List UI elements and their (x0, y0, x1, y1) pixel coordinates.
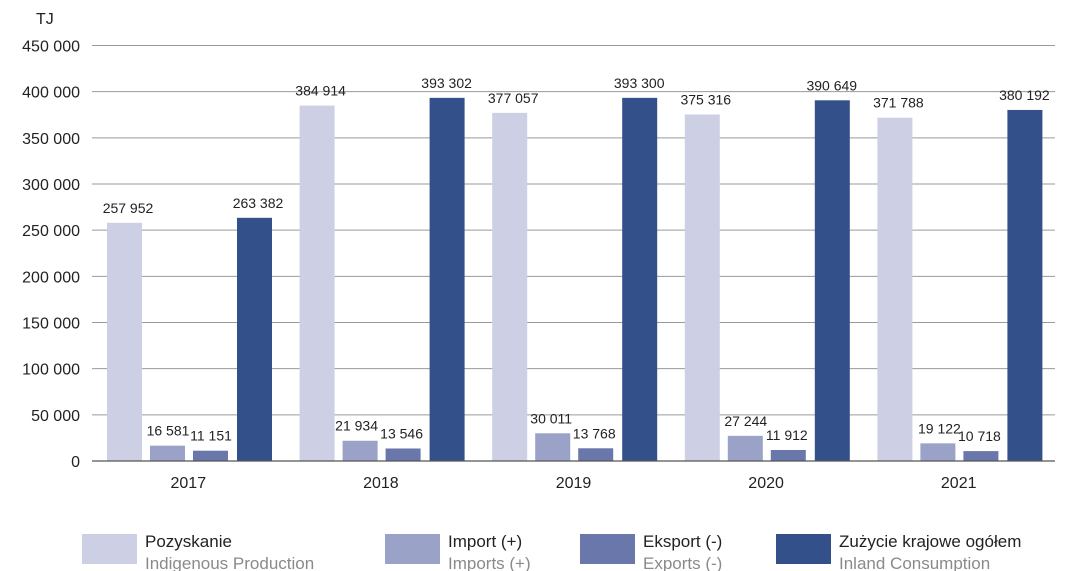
data-label: 375 316 (680, 91, 731, 107)
data-label: 30 011 (530, 410, 572, 426)
data-label: 13 768 (573, 425, 616, 441)
x-tick-label: 2021 (941, 475, 977, 492)
legend-swatch (776, 534, 831, 564)
y-tick-label: 350 000 (22, 131, 80, 148)
data-label: 19 122 (918, 420, 961, 436)
legend-item: Import (+) Imports (+) (385, 532, 531, 571)
y-tick-label: 50 000 (31, 408, 80, 425)
bar (1007, 109, 1043, 461)
data-label: 371 788 (873, 95, 924, 111)
legend: Pozyskanie Indigenous Production Import (+… (82, 532, 1021, 571)
bar (770, 450, 806, 461)
x-tick-label: 2017 (171, 475, 207, 492)
legend-swatch (580, 534, 635, 564)
data-label: 390 649 (806, 77, 857, 93)
bar (877, 117, 913, 461)
bars (107, 97, 1043, 462)
data-label: 257 952 (103, 200, 154, 216)
data-label: 393 302 (421, 75, 472, 91)
legend-label: Import (+) (448, 532, 522, 551)
bar (237, 217, 272, 461)
data-label: 11 151 (190, 428, 232, 444)
bar (342, 440, 378, 461)
data-label: 13 546 (380, 425, 423, 441)
y-tick-label: 0 (71, 454, 80, 471)
axes: TJ 0 50 000 100 000 150 000 200 000 250 000 300… (22, 11, 1055, 492)
legend-item: Eksport (-) Exports (-) (580, 532, 722, 571)
legend-sublabel: Inland Consumption (839, 554, 990, 571)
bar (385, 448, 421, 461)
x-tick-label: 2018 (363, 475, 399, 492)
y-tick-label: 250 000 (22, 223, 80, 240)
legend-sublabel: Imports (+) (448, 554, 531, 571)
y-tick-label: 300 000 (22, 177, 80, 194)
bar (429, 97, 465, 462)
bar (814, 100, 850, 462)
data-label: 27 244 (724, 413, 767, 429)
y-tick-label: 200 000 (22, 269, 80, 286)
bar (107, 222, 142, 461)
y-tick-label: 100 000 (22, 362, 80, 379)
legend-sublabel: Exports (-) (643, 554, 722, 571)
bar (150, 445, 185, 461)
data-label: 263 382 (233, 195, 284, 211)
legend-sublabel: Indigenous Production (145, 554, 314, 571)
y-tick-label: 400 000 (22, 85, 80, 102)
legend-label: Zużycie krajowe ogółem (839, 532, 1021, 551)
y-tick-label: 450 000 (22, 39, 80, 56)
bar (193, 450, 228, 461)
data-label: 380 192 (999, 87, 1050, 103)
x-tick-label: 2020 (748, 475, 784, 492)
legend-item: Pozyskanie Indigenous Production (82, 532, 314, 571)
bar (622, 97, 658, 461)
bar (299, 105, 335, 462)
x-tick-label: 2019 (556, 475, 592, 492)
bar (535, 433, 571, 461)
legend-swatch (82, 534, 137, 564)
data-label: 393 300 (614, 75, 665, 91)
bar (920, 443, 956, 461)
data-label: 384 914 (295, 83, 346, 99)
bar (963, 451, 999, 461)
bar (684, 114, 720, 462)
legend-label: Pozyskanie (145, 532, 232, 551)
bar (492, 112, 528, 461)
legend-label: Eksport (-) (643, 532, 722, 551)
bar (727, 435, 763, 461)
legend-item: Zużycie krajowe ogółem Inland Consumption (776, 532, 1021, 571)
legend-swatch (385, 534, 440, 564)
data-label: 10 718 (958, 428, 1001, 444)
data-label: 16 581 (147, 423, 190, 439)
data-label: 11 912 (766, 427, 808, 443)
bar (578, 448, 614, 461)
data-label: 21 934 (335, 418, 378, 434)
y-tick-label: 150 000 (22, 316, 80, 333)
y-axis-unit-label: TJ (36, 11, 54, 28)
data-label: 377 057 (488, 90, 539, 106)
